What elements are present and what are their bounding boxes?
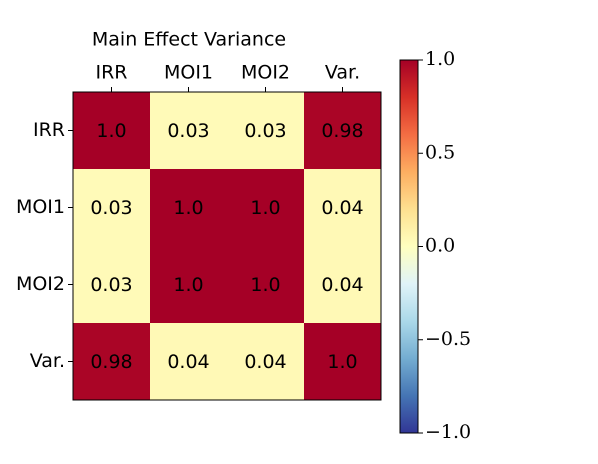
cell-label: 0.03 — [90, 197, 132, 219]
heatmap-cell — [304, 169, 381, 246]
heatmap-cell — [150, 169, 227, 246]
cell-label: 0.04 — [244, 351, 286, 373]
heatmap-cell — [73, 246, 150, 323]
y-tick-label: MOI1 — [16, 196, 65, 218]
chart-title: Main Effect Variance — [92, 29, 286, 51]
cell-label: 1.0 — [173, 274, 203, 296]
cell-label: 0.03 — [167, 120, 209, 142]
colorbar-tick-label: 0.0 — [425, 235, 455, 257]
colorbar-tick-label: −1.0 — [425, 421, 471, 443]
colorbar-tick-label: 0.5 — [425, 141, 455, 163]
cell-label: 0.98 — [321, 120, 363, 142]
cell-label: 1.0 — [96, 120, 126, 142]
cell-label: 1.0 — [173, 197, 203, 219]
heatmap-cell — [304, 246, 381, 323]
y-tick-label: IRR — [33, 119, 65, 141]
heatmap-cell — [304, 323, 381, 400]
heatmap-cell — [227, 169, 304, 246]
cell-label: 1.0 — [250, 274, 280, 296]
colorbar — [399, 59, 419, 434]
cell-label: 0.04 — [321, 197, 363, 219]
cell-label: 0.03 — [90, 274, 132, 296]
x-tick-label: IRR — [95, 62, 127, 84]
heatmap-cell — [150, 92, 227, 169]
y-tick-label: Var. — [30, 350, 65, 372]
colorbar-tick-label: −0.5 — [425, 328, 471, 350]
heatmap-cell — [73, 169, 150, 246]
heatmap-cell — [150, 246, 227, 323]
cell-label: 0.04 — [167, 351, 209, 373]
x-tick-label: MOI1 — [164, 62, 213, 84]
heatmap-frame — [72, 91, 382, 401]
heatmap-cell — [227, 246, 304, 323]
cell-label: 1.0 — [250, 197, 280, 219]
heatmap-cell — [304, 92, 381, 169]
heatmap-cell — [73, 92, 150, 169]
x-tick-label: MOI2 — [241, 62, 290, 84]
heatmap-cell — [73, 323, 150, 400]
colorbar-tick-label: 1.0 — [425, 48, 455, 70]
x-tick-label: Var. — [325, 62, 360, 84]
heatmap-cell — [227, 92, 304, 169]
cell-label: 0.04 — [321, 274, 363, 296]
cell-label: 1.0 — [327, 351, 357, 373]
heatmap-cell — [150, 323, 227, 400]
cell-label: 0.03 — [244, 120, 286, 142]
heatmap-cell — [227, 323, 304, 400]
cell-label: 0.98 — [90, 351, 132, 373]
y-tick-label: MOI2 — [16, 273, 65, 295]
